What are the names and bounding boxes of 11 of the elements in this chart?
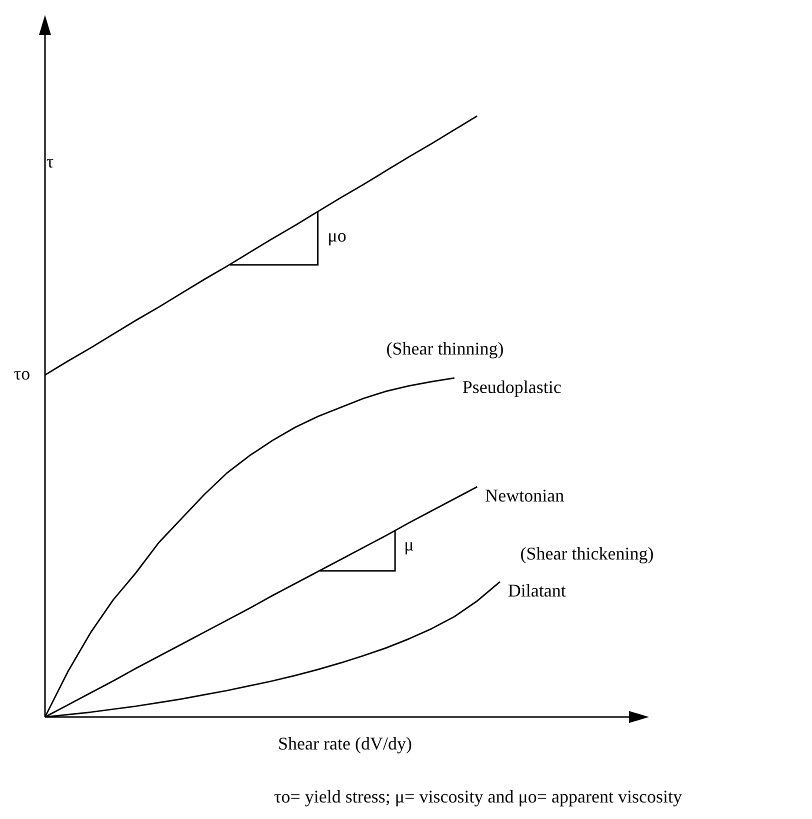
series-label: Newtonian [485, 486, 564, 506]
series-label: Dilatant [508, 580, 566, 601]
annotation: μ [404, 534, 414, 555]
annotation: μo [328, 226, 346, 246]
annotation: (Shear thinning) [386, 338, 504, 359]
text: (Shear thickening) [520, 544, 654, 564]
series-label: Pseudoplastic [462, 376, 562, 397]
y-axis-title: τ [46, 152, 54, 172]
text: τo [14, 364, 30, 384]
x-axis-title: Shear rate (dV/dy) [278, 734, 412, 754]
text: τo= yield stress; μ= viscosity and μo= apparent viscosity [274, 786, 682, 807]
